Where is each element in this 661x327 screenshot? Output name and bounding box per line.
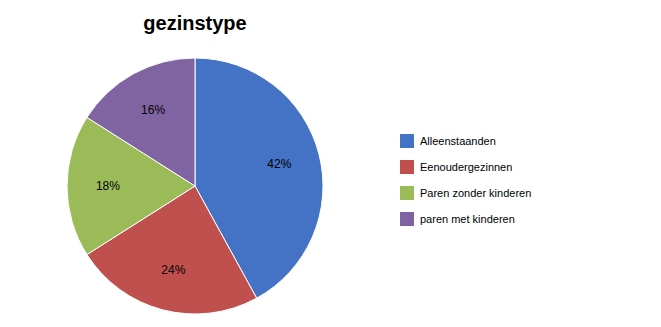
legend-item: Alleenstaanden — [400, 134, 496, 148]
legend-label: Paren zonder kinderen — [420, 187, 531, 199]
data-label: 24% — [161, 263, 185, 277]
data-labels: 42% 24% 18% 16% — [96, 103, 292, 278]
pie — [67, 58, 323, 314]
legend-swatch — [400, 212, 414, 226]
legend-label: Alleenstaanden — [420, 135, 496, 147]
legend-label: paren met kinderen — [420, 213, 515, 225]
chart: gezinstype 42% 24% 18% 16% Alleenstaanden Eeno… — [0, 0, 661, 327]
data-label: 42% — [267, 157, 291, 171]
legend-item: paren met kinderen — [400, 212, 515, 226]
legend-swatch — [400, 186, 414, 200]
legend-item: Paren zonder kinderen — [400, 186, 531, 200]
legend-swatch — [400, 134, 414, 148]
legend-swatch — [400, 160, 414, 174]
legend-label: Eenoudergezinnen — [420, 161, 512, 173]
data-label: 16% — [141, 103, 165, 117]
slice — [87, 58, 195, 186]
legend: Alleenstaanden Eenoudergezinnen Paren zond… — [400, 134, 531, 226]
data-label: 18% — [96, 179, 120, 193]
legend-item: Eenoudergezinnen — [400, 160, 512, 174]
title: gezinstype — [143, 12, 246, 34]
